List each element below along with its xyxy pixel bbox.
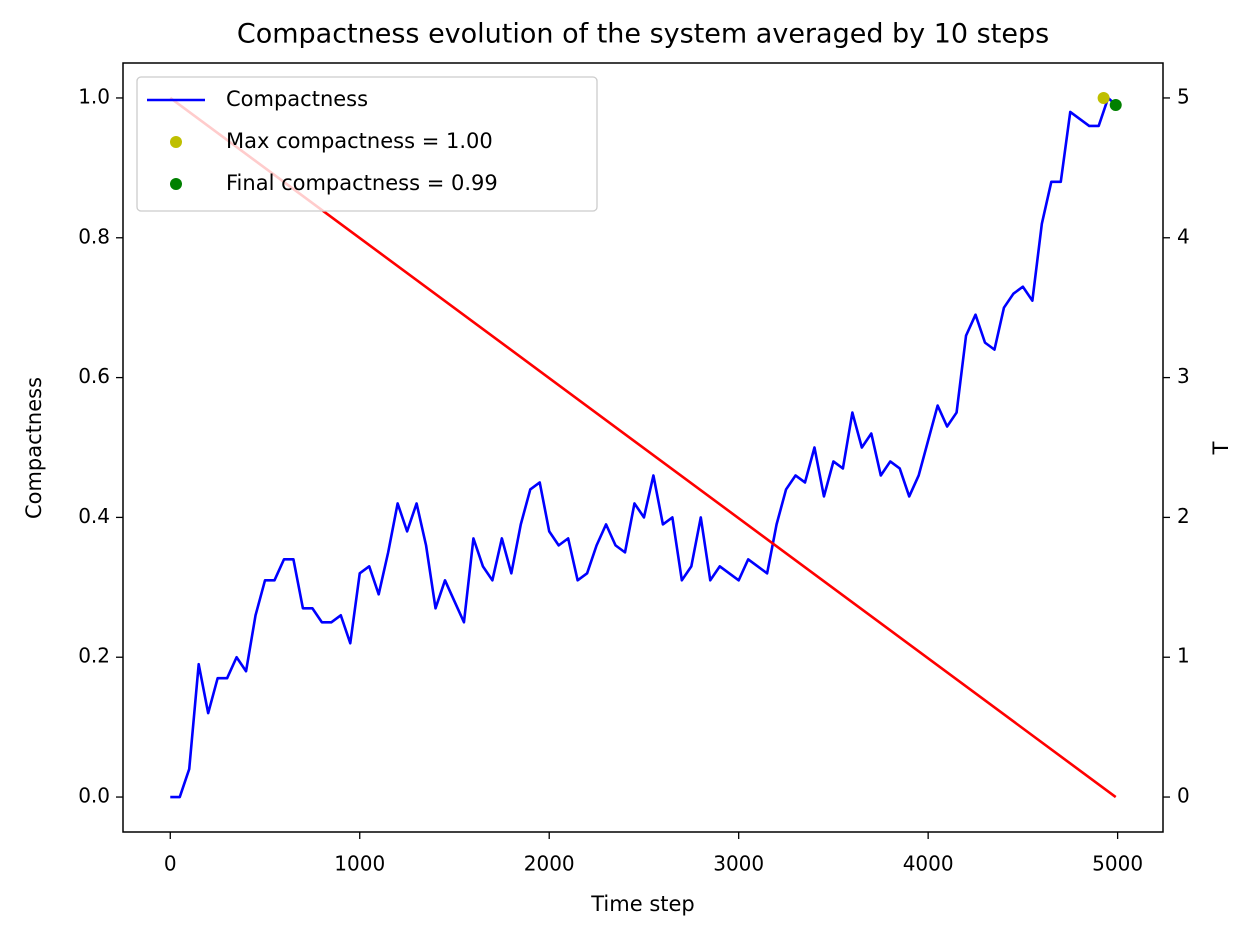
y-axis-label: Compactness bbox=[22, 377, 46, 519]
x-tick-label: 5000 bbox=[1092, 852, 1143, 876]
y2-tick-label: 2 bbox=[1177, 504, 1190, 528]
y2-tick-label: 0 bbox=[1177, 784, 1190, 808]
legend-label: Max compactness = 1.00 bbox=[226, 129, 493, 153]
legend-label: Final compactness = 0.99 bbox=[226, 171, 498, 195]
y2-tick-label: 4 bbox=[1177, 224, 1190, 248]
y-tick-label: 0.8 bbox=[78, 224, 110, 248]
x-tick-label: 4000 bbox=[903, 852, 954, 876]
series-line bbox=[169, 96, 1117, 799]
y2-tick-label: 5 bbox=[1177, 84, 1190, 108]
y-tick-label: 0.6 bbox=[78, 364, 110, 388]
series-line bbox=[170, 96, 1117, 799]
legend-box bbox=[136, 76, 598, 212]
y-tick-label: 0.4 bbox=[78, 504, 110, 528]
y2-tick-label: 1 bbox=[1177, 644, 1190, 668]
plot-frame bbox=[122, 62, 1164, 833]
x-tick-label: 1000 bbox=[334, 852, 385, 876]
y2-tick-label: 3 bbox=[1177, 364, 1190, 388]
x-tick-label: 3000 bbox=[713, 852, 764, 876]
legend-marker bbox=[170, 178, 182, 190]
y2-axis-label: T bbox=[1209, 441, 1233, 455]
y-tick-label: 0.2 bbox=[78, 644, 110, 668]
chart-title: Compactness evolution of the system aver… bbox=[237, 19, 1049, 50]
y-tick-label: 1.0 bbox=[78, 84, 110, 108]
legend-label: Compactness bbox=[226, 87, 368, 111]
x-axis-label: Time step bbox=[590, 892, 695, 916]
x-tick-label: 2000 bbox=[524, 852, 575, 876]
data-point bbox=[1097, 91, 1110, 104]
y-tick-label: 0.0 bbox=[78, 784, 110, 808]
legend-marker bbox=[170, 136, 182, 148]
x-tick-label: 0 bbox=[164, 852, 177, 876]
data-point bbox=[1109, 98, 1122, 111]
